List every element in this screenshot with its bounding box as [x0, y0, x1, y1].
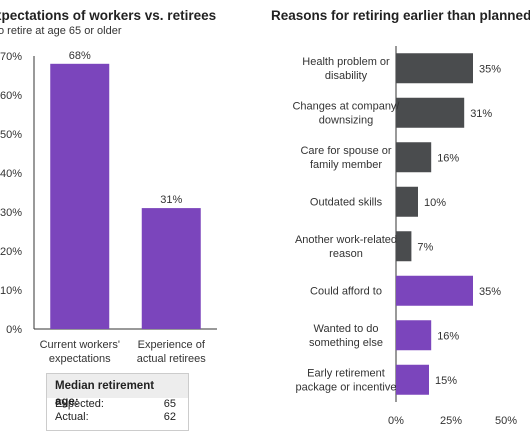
x-category-label: Current workers' expectations	[40, 339, 120, 365]
bar	[396, 231, 412, 262]
bar-value-label: 10%	[424, 197, 446, 209]
bar-value-label: 35%	[479, 63, 501, 75]
bar-value-label: 31%	[470, 108, 492, 120]
y-tick-label: 20%	[0, 246, 22, 258]
y-category-label: Another work-related reason	[295, 234, 397, 260]
median-expected-label: Expected:	[55, 398, 104, 410]
y-tick-label: 60%	[0, 90, 22, 102]
x-category-label: Experience of actual retirees	[137, 339, 207, 365]
median-heading: Median retirement age:	[47, 374, 188, 408]
bar	[50, 63, 110, 330]
bar-value-label: 31%	[160, 194, 182, 206]
bar	[396, 364, 429, 395]
bar-value-label: 16%	[437, 330, 459, 342]
median-retirement-box: Median retirement age: Expected: 65 Actu…	[46, 373, 189, 431]
bar	[396, 275, 473, 306]
y-tick-label: 40%	[0, 168, 22, 180]
median-expected-value: 65	[163, 398, 176, 410]
median-row-expected: Expected: 65	[47, 398, 188, 411]
bar-value-label: 7%	[417, 241, 433, 253]
x-tick-label: 25%	[440, 415, 462, 427]
y-category-label: Early retirement package or incentive	[296, 368, 397, 394]
x-tick-label: 0%	[388, 415, 404, 427]
median-row-actual: Actual: 62	[47, 411, 188, 424]
y-category-label: Health problem or disability	[302, 56, 390, 82]
y-category-label: Outdated skills	[310, 197, 383, 209]
bar	[396, 53, 473, 84]
median-actual-label: Actual:	[55, 411, 89, 423]
y-category-label: Wanted to do something else	[309, 323, 383, 349]
bar-value-label: 16%	[437, 152, 459, 164]
right-chart-title: Reasons for retiring earlier than planne…	[271, 8, 530, 23]
x-tick-label: 50%	[495, 415, 517, 427]
y-category-label: Changes at company/downsizing	[292, 101, 400, 127]
y-tick-label: 50%	[0, 129, 22, 141]
y-tick-label: 10%	[0, 285, 22, 297]
bar	[396, 320, 432, 351]
bar	[396, 97, 465, 128]
left-chart-title: xpectations of workers vs. retirees	[0, 8, 217, 23]
bar	[396, 142, 432, 173]
median-actual-value: 62	[163, 411, 176, 423]
y-tick-label: 70%	[0, 51, 22, 63]
bar	[141, 208, 201, 329]
bar	[396, 186, 418, 217]
y-category-label: Care for spouse or family member	[300, 145, 391, 171]
y-category-label: Could afford to	[310, 286, 382, 298]
bar-value-label: 35%	[479, 286, 501, 298]
y-tick-label: 0%	[6, 324, 22, 336]
y-tick-label: 30%	[0, 207, 22, 219]
left-chart-subtitle: o retire at age 65 or older	[0, 25, 122, 37]
bar-value-label: 15%	[435, 375, 457, 387]
bar-value-label: 68%	[69, 50, 91, 62]
